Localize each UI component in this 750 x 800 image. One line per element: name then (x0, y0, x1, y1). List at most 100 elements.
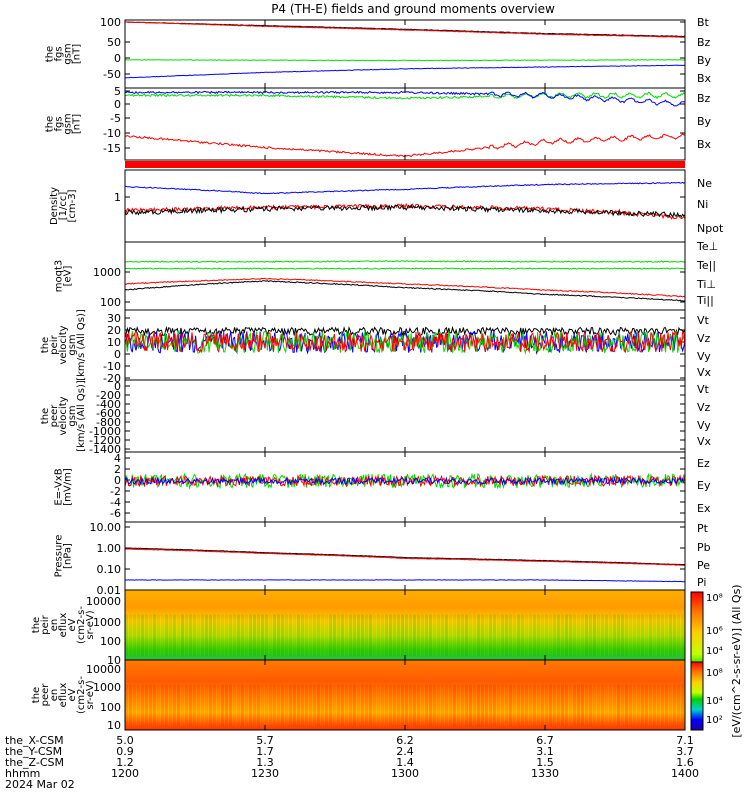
spectrogram-texture (465, 684, 468, 727)
axis-row-label: the_X-CSM (5, 734, 64, 747)
spectrogram-texture (349, 684, 352, 727)
spectrogram-texture (197, 684, 200, 727)
colorbar-tick: 10⁴ (706, 696, 723, 707)
spectrogram-texture (189, 684, 192, 727)
series-ne (124, 202, 686, 220)
axis-value: 1.2 (116, 756, 134, 769)
spectrogram-texture (265, 614, 268, 657)
legend-bt: Bt (697, 16, 710, 29)
spectrogram-texture (521, 684, 524, 727)
spectrogram-texture (305, 614, 308, 657)
axis-value: 1400 (671, 767, 699, 780)
spectrogram-texture (649, 614, 652, 657)
spectrogram-texture (201, 614, 204, 657)
spectrogram-texture (321, 614, 324, 657)
panel-plot (124, 90, 686, 158)
legend-bx: Bx (697, 138, 712, 151)
ylabel-line: gsm (67, 334, 78, 355)
spectrogram-texture (129, 614, 132, 657)
spectrogram-texture (265, 684, 268, 727)
ytick-label: 10 (107, 336, 121, 349)
series-ex (124, 476, 686, 486)
spectrogram-texture (377, 614, 380, 657)
legend-pe: Pe (697, 559, 710, 572)
spectrogram-texture (517, 614, 520, 657)
spectrogram-texture (593, 684, 596, 727)
spectrogram-texture (653, 684, 656, 727)
ytick-label: -6 (110, 507, 121, 520)
legend-vy: Vy (697, 419, 711, 432)
spectrogram-texture (661, 614, 664, 657)
spectrogram-texture (413, 684, 416, 727)
series-te-par (124, 280, 686, 302)
spectrogram-texture (573, 684, 576, 727)
axis-value: 1330 (531, 767, 559, 780)
spectrogram-texture (625, 684, 628, 727)
spectrogram-texture (393, 614, 396, 657)
spectrogram-texture (341, 614, 344, 657)
spectrogram-texture (309, 614, 312, 657)
spectrogram-texture (309, 684, 312, 727)
spectrogram-texture (505, 684, 508, 727)
legend-bx: Bx (697, 72, 712, 85)
spectrogram-texture (529, 684, 532, 727)
spectrogram-texture (653, 614, 656, 657)
spectrogram-texture (277, 684, 280, 727)
spectrogram-texture (605, 614, 608, 657)
ylabel-line: [mV/m] (63, 468, 74, 506)
spectrogram-texture (645, 684, 648, 727)
panel-plot (124, 21, 686, 79)
spectrogram-texture (185, 614, 188, 657)
spectrogram-texture (469, 684, 472, 727)
spectrogram-texture (289, 614, 292, 657)
spectrogram-texture (217, 614, 220, 657)
spectrogram-texture (605, 684, 608, 727)
spectrogram-texture (629, 684, 632, 727)
axis-value: 1.6 (676, 756, 694, 769)
spectrogram-texture (593, 614, 596, 657)
ytick-label: 0 (114, 348, 121, 361)
legend-ey: Ey (697, 479, 711, 492)
spectrogram-texture (361, 684, 364, 727)
spectrogram-texture (233, 614, 236, 657)
spectrogram-texture (385, 614, 388, 657)
spectrogram-texture (353, 614, 356, 657)
ytick-label: 2 (114, 463, 121, 476)
ytick-label: 0.01 (97, 584, 122, 597)
spectrogram-texture (441, 614, 444, 657)
ylabel-line: the (40, 337, 51, 353)
ytick-label: -1000 (89, 425, 121, 438)
spectrogram-texture (329, 684, 332, 727)
spectrogram-texture (637, 614, 640, 657)
series-bz (124, 133, 686, 158)
ytick-label: -4 (110, 496, 121, 509)
spectrogram-texture (633, 684, 636, 727)
spectrogram-texture (133, 684, 136, 727)
ylabel-line: moqt3 (54, 260, 65, 293)
ytick-label: 0 (114, 380, 121, 393)
legend-pi: Pi (697, 576, 706, 589)
spectrogram-texture (221, 614, 224, 657)
ytick-label: 10000 (86, 595, 121, 608)
spectrogram-texture (397, 684, 400, 727)
axis-value: 1.7 (256, 745, 274, 758)
ytick-label: 100 (100, 16, 121, 29)
panel-temperature: moqt3[eV] 1000 100 Te⊥ Te|| Ti⊥ Ti|| (54, 240, 718, 311)
spectrogram-texture (165, 614, 168, 657)
ylabel-line: [nT] (72, 114, 83, 134)
spectrogram-texture (473, 684, 476, 727)
axis-value: 0.9 (116, 745, 134, 758)
axis-value: 6.7 (536, 734, 554, 747)
ylabel-line: the (31, 687, 42, 703)
spectrogram-texture (481, 684, 484, 727)
spectrogram-texture (133, 614, 136, 657)
axis-value: 7.1 (676, 734, 694, 747)
spectrogram-texture (297, 684, 300, 727)
series-by (124, 91, 686, 100)
spectrogram-texture (557, 614, 560, 657)
time-axis-group: the_X-CSM 5.0 5.7 6.2 6.7 7.1 the_Y-CSM 0.9 1.7 2… (5, 734, 699, 791)
spectrogram-texture (569, 614, 572, 657)
spectrogram-texture (497, 614, 500, 657)
